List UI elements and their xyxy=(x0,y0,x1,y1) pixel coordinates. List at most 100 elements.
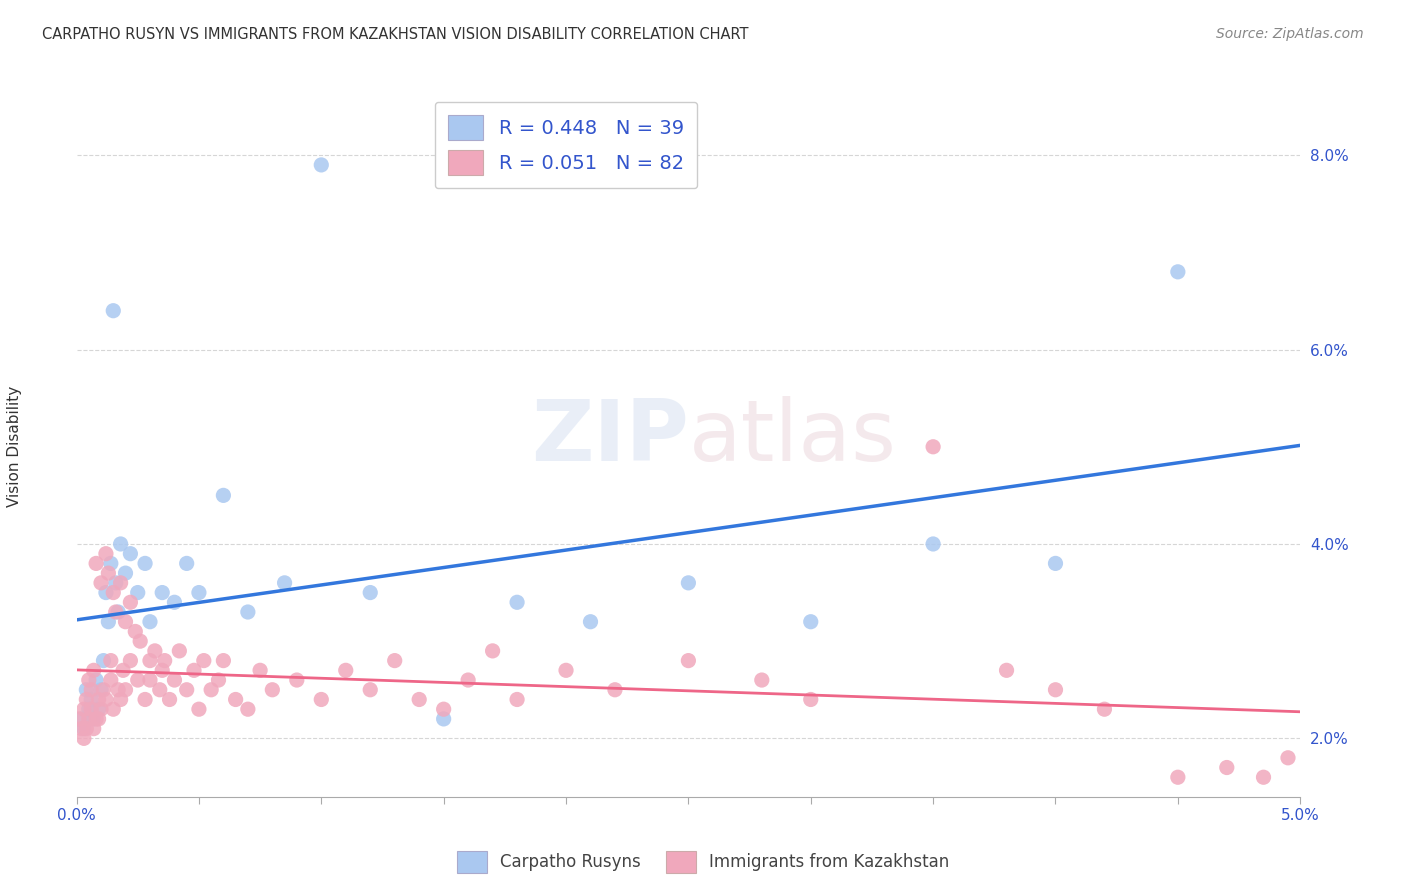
Point xyxy=(1167,770,1189,784)
Point xyxy=(506,692,529,706)
Point xyxy=(1216,760,1239,774)
Point xyxy=(143,644,166,658)
Point xyxy=(84,673,107,687)
Point xyxy=(77,712,100,726)
Point xyxy=(75,722,97,736)
Point xyxy=(1045,682,1067,697)
Point xyxy=(433,712,456,726)
Point xyxy=(1253,770,1275,784)
Point xyxy=(97,615,120,629)
Point xyxy=(120,595,142,609)
Point xyxy=(94,585,117,599)
Legend: R = 0.448   N = 39, R = 0.051   N = 82: R = 0.448 N = 39, R = 0.051 N = 82 xyxy=(434,102,697,188)
Point xyxy=(110,537,132,551)
Point xyxy=(77,673,100,687)
Point xyxy=(70,722,93,736)
Text: Source: ZipAtlas.com: Source: ZipAtlas.com xyxy=(1216,27,1364,41)
Point xyxy=(87,702,110,716)
Legend: Carpatho Rusyns, Immigrants from Kazakhstan: Carpatho Rusyns, Immigrants from Kazakhs… xyxy=(450,845,956,880)
Point xyxy=(114,566,136,581)
Point xyxy=(110,692,132,706)
Point xyxy=(90,682,112,697)
Point xyxy=(97,566,120,581)
Point xyxy=(751,673,773,687)
Point xyxy=(100,673,122,687)
Point xyxy=(150,585,173,599)
Point xyxy=(678,575,700,590)
Point xyxy=(285,673,308,687)
Point xyxy=(176,557,198,571)
Point xyxy=(207,673,229,687)
Point xyxy=(127,585,149,599)
Point xyxy=(800,692,823,706)
Point xyxy=(67,712,90,726)
Point xyxy=(80,682,103,697)
Point xyxy=(107,682,129,697)
Point xyxy=(87,712,110,726)
Point xyxy=(114,682,136,697)
Point xyxy=(922,440,945,454)
Point xyxy=(1277,751,1299,765)
Point xyxy=(187,585,209,599)
Point xyxy=(100,654,122,668)
Point xyxy=(127,673,149,687)
Point xyxy=(84,712,107,726)
Point xyxy=(311,692,333,706)
Point xyxy=(163,595,186,609)
Point xyxy=(555,663,578,677)
Point xyxy=(359,585,381,599)
Point xyxy=(183,663,205,677)
Point xyxy=(93,654,115,668)
Point xyxy=(457,673,479,687)
Point xyxy=(120,547,142,561)
Text: CARPATHO RUSYN VS IMMIGRANTS FROM KAZAKHSTAN VISION DISABILITY CORRELATION CHART: CARPATHO RUSYN VS IMMIGRANTS FROM KAZAKH… xyxy=(42,27,748,42)
Point xyxy=(212,654,235,668)
Point xyxy=(200,682,222,697)
Point xyxy=(103,585,125,599)
Point xyxy=(93,682,115,697)
Point xyxy=(1094,702,1116,716)
Point xyxy=(176,682,198,697)
Point xyxy=(408,692,430,706)
Point xyxy=(236,605,259,619)
Point xyxy=(103,702,125,716)
Point xyxy=(506,595,529,609)
Point xyxy=(359,682,381,697)
Point xyxy=(311,158,333,172)
Point xyxy=(103,303,125,318)
Point xyxy=(193,654,215,668)
Point xyxy=(90,702,112,716)
Point xyxy=(110,575,132,590)
Point xyxy=(678,654,700,668)
Point xyxy=(100,557,122,571)
Point xyxy=(249,663,271,677)
Point xyxy=(1167,265,1189,279)
Text: ZIP: ZIP xyxy=(530,395,689,478)
Point xyxy=(83,712,105,726)
Point xyxy=(225,692,247,706)
Point xyxy=(335,663,357,677)
Point xyxy=(129,634,152,648)
Point xyxy=(1045,557,1067,571)
Point xyxy=(236,702,259,716)
Point xyxy=(169,644,191,658)
Point xyxy=(579,615,602,629)
Point xyxy=(94,692,117,706)
Point xyxy=(384,654,406,668)
Point xyxy=(73,731,96,746)
Point xyxy=(139,615,162,629)
Point xyxy=(75,692,97,706)
Point xyxy=(104,575,127,590)
Point xyxy=(273,575,295,590)
Point xyxy=(800,615,823,629)
Point xyxy=(481,644,503,658)
Point xyxy=(80,702,103,716)
Text: atlas: atlas xyxy=(689,395,897,478)
Point xyxy=(87,692,110,706)
Point xyxy=(159,692,181,706)
Point xyxy=(83,722,105,736)
Point xyxy=(212,488,235,502)
Point xyxy=(139,673,162,687)
Point xyxy=(124,624,146,639)
Point xyxy=(120,654,142,668)
